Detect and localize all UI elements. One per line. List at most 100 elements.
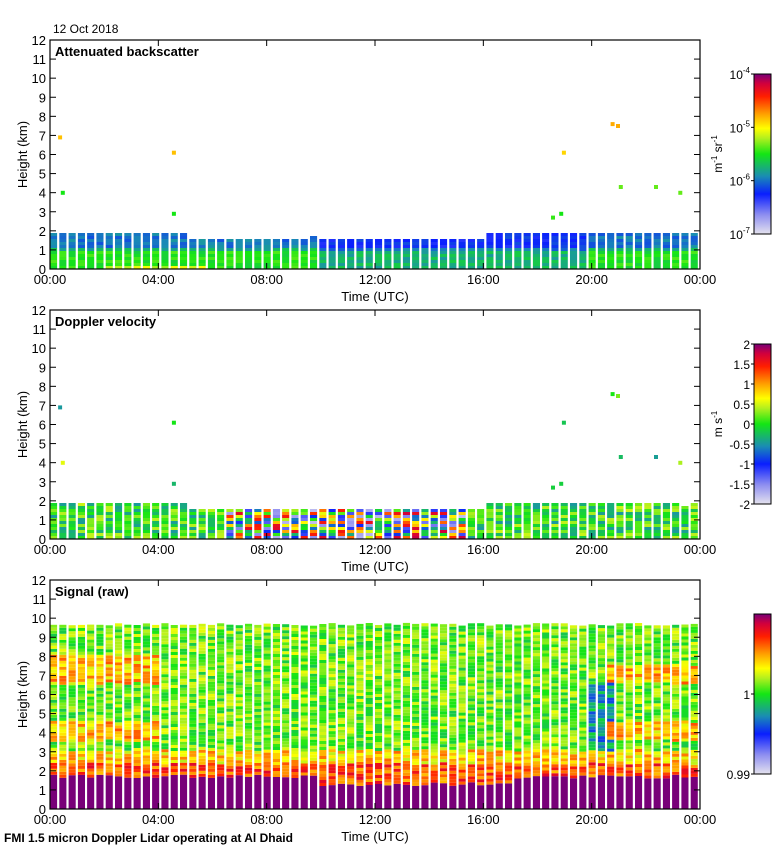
heatmap-cell	[495, 699, 503, 703]
heatmap-cell	[170, 685, 178, 688]
heatmap-cell	[87, 777, 95, 809]
heatmap-cell	[50, 527, 58, 530]
heatmap-cell	[495, 720, 503, 724]
heatmap-cell	[207, 251, 215, 254]
heatmap-cell	[115, 686, 123, 690]
heatmap-cell	[505, 506, 513, 509]
heatmap-cell	[115, 683, 123, 687]
heatmap-cell	[124, 690, 132, 694]
heatmap-cell	[607, 700, 615, 704]
heatmap-cell	[560, 725, 568, 729]
heatmap-cell	[412, 263, 420, 266]
heatmap-cell	[217, 767, 225, 771]
heatmap-cell	[124, 762, 132, 766]
heatmap-cell	[532, 662, 540, 666]
heatmap-cell	[570, 260, 578, 263]
heatmap-cell	[207, 530, 215, 533]
heatmap-cell	[597, 757, 605, 761]
heatmap-cell	[542, 707, 550, 711]
heatmap-cell	[291, 245, 299, 248]
heatmap-cell	[412, 728, 420, 732]
heatmap-cell	[402, 742, 410, 746]
heatmap-cell	[87, 660, 95, 664]
heatmap-cell	[50, 675, 58, 679]
heatmap-cell	[189, 711, 197, 715]
heatmap-cell	[523, 642, 531, 646]
heatmap-cell	[105, 757, 113, 761]
heatmap-cell	[402, 709, 410, 713]
heatmap-cell	[347, 643, 355, 647]
heatmap-cell	[115, 509, 123, 512]
heatmap-cell	[198, 245, 206, 248]
heatmap-cell	[161, 659, 169, 663]
heatmap-cell	[412, 257, 420, 260]
heatmap-cell	[263, 722, 271, 726]
heatmap-cell	[68, 640, 76, 644]
heatmap-cell	[458, 640, 466, 644]
heatmap-cell	[356, 695, 364, 699]
heatmap-cell	[87, 723, 95, 727]
heatmap-cell	[310, 536, 318, 539]
heatmap-cell	[310, 527, 318, 530]
heatmap-cell	[68, 706, 76, 710]
heatmap-cell	[207, 239, 215, 242]
heatmap-cell	[226, 771, 234, 775]
heatmap-cell	[588, 503, 596, 506]
heatmap-cell	[467, 638, 475, 642]
heatmap-cell	[198, 641, 206, 645]
heatmap-cell	[170, 745, 178, 748]
heatmap-cell	[310, 266, 318, 269]
heatmap-cell	[467, 743, 475, 747]
heatmap-cell	[170, 724, 178, 727]
heatmap-cell	[644, 536, 652, 539]
heatmap-cell	[282, 242, 290, 245]
heatmap-cell	[532, 716, 540, 720]
heatmap-cell	[217, 647, 225, 651]
heatmap-cell	[217, 245, 225, 248]
heatmap-cell	[235, 679, 243, 683]
heatmap-cell	[514, 263, 522, 266]
heatmap-cell	[226, 527, 234, 530]
heatmap-cell	[152, 239, 160, 242]
heatmap-cell	[616, 737, 624, 741]
heatmap-cell	[560, 713, 568, 717]
heatmap-cell	[96, 657, 104, 661]
heatmap-cell	[570, 536, 578, 539]
heatmap-cell	[291, 536, 299, 539]
colorbar-tick-label: 10-7	[730, 226, 751, 242]
heatmap-cell	[523, 248, 531, 251]
heatmap-cell	[77, 702, 85, 706]
heatmap-cell	[570, 254, 578, 257]
heatmap-cell	[542, 686, 550, 690]
heatmap-cell	[217, 662, 225, 666]
heatmap-cell	[505, 645, 513, 649]
heatmap-cell	[467, 671, 475, 675]
heatmap-cell	[523, 527, 531, 530]
heatmap-cell	[588, 696, 596, 700]
heatmap-cell	[291, 754, 299, 757]
heatmap-cell	[291, 655, 299, 658]
heatmap-cell	[467, 719, 475, 723]
heatmap-cell	[133, 715, 141, 718]
heatmap-cell	[430, 740, 438, 744]
heatmap-cell	[59, 524, 67, 527]
heatmap-cell	[217, 674, 225, 678]
heatmap-cell	[356, 647, 364, 651]
heatmap-cell	[282, 690, 290, 694]
heatmap-cell	[87, 765, 95, 769]
heatmap-cell	[189, 747, 197, 751]
heatmap-cell	[402, 727, 410, 731]
heatmap-cell	[282, 524, 290, 527]
heatmap-cell	[189, 672, 197, 676]
heatmap-cell	[96, 654, 104, 658]
heatmap-cell	[375, 646, 383, 649]
heatmap-cell	[616, 716, 624, 720]
heatmap-cell	[245, 257, 253, 260]
heatmap-cell	[226, 690, 234, 694]
heatmap-cell	[570, 667, 578, 671]
heatmap-cell	[467, 527, 475, 530]
heatmap-cell	[291, 685, 299, 688]
heatmap-cell	[607, 718, 615, 722]
heatmap-cell	[198, 722, 206, 726]
heatmap-cell	[616, 773, 624, 777]
